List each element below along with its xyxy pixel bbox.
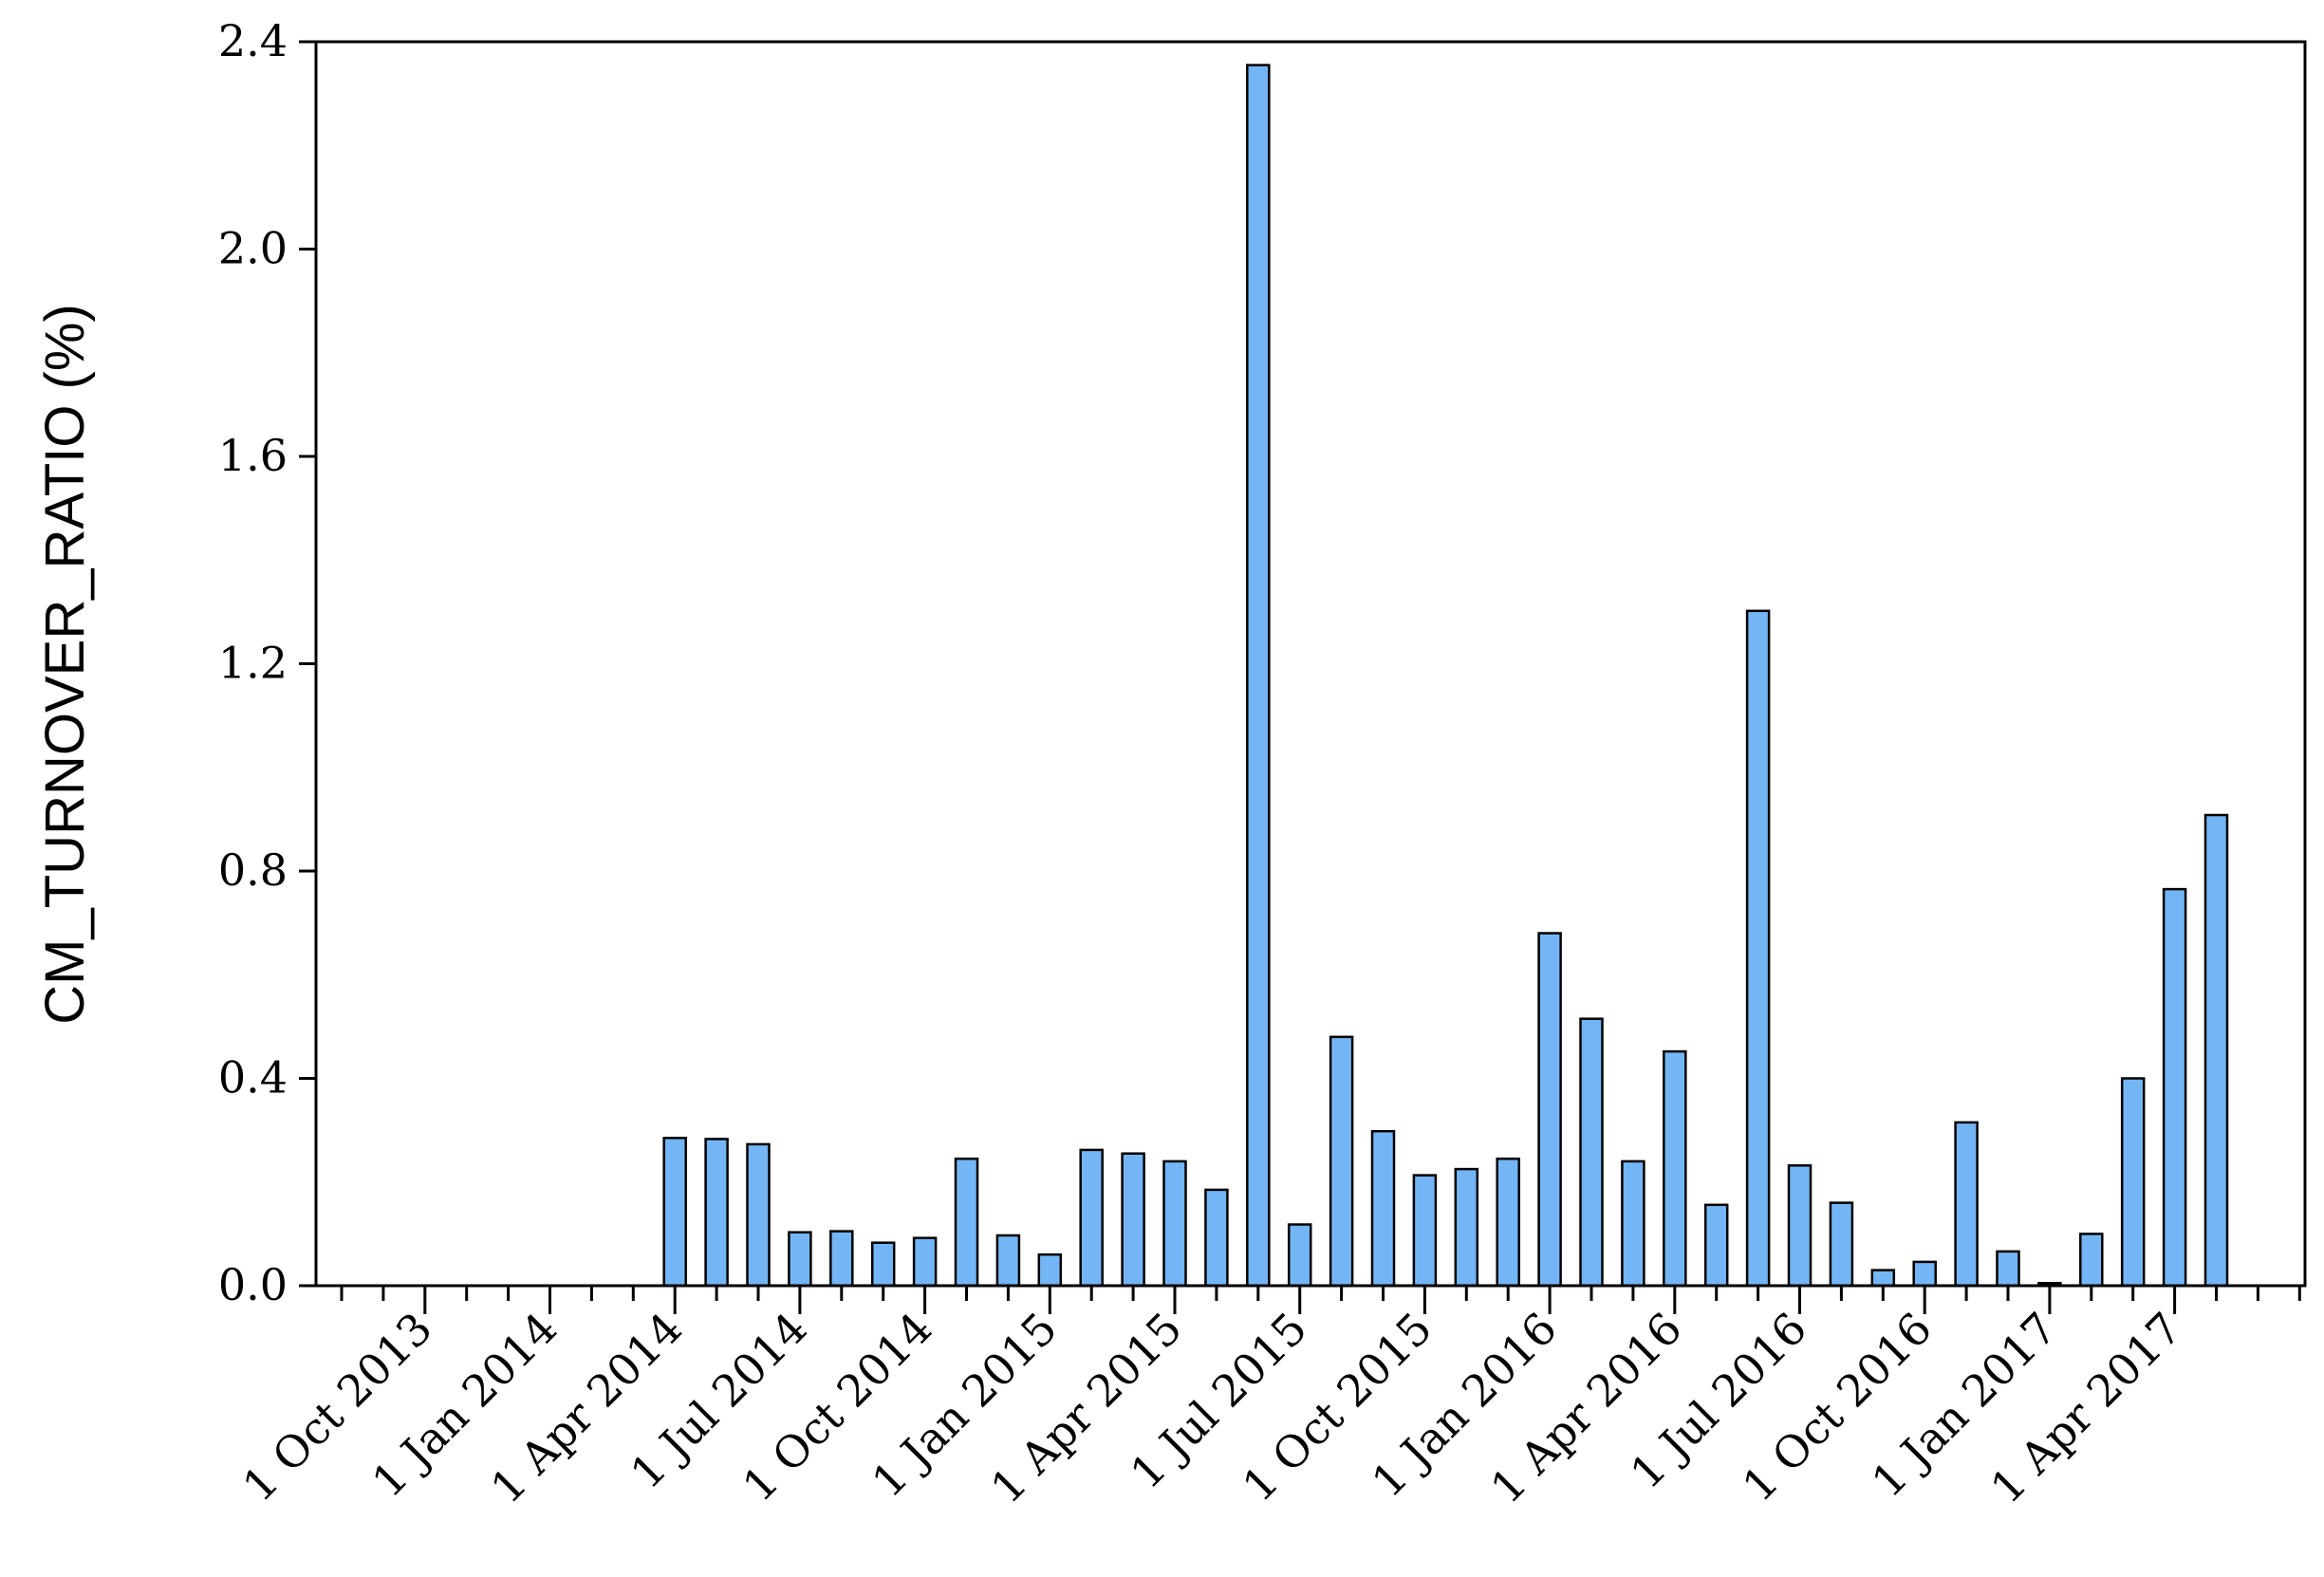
bar — [1496, 1157, 1520, 1288]
bar — [1829, 1201, 1854, 1288]
bar — [1329, 1035, 1354, 1288]
y-tick-label: 0.4 — [218, 1052, 288, 1104]
bar — [704, 1138, 729, 1288]
bar — [995, 1234, 1021, 1288]
bar — [1204, 1188, 1229, 1288]
bar — [1996, 1250, 2020, 1288]
y-axis: 0.0 0.4 0.8 1.2 1.6 2.0 2.4 — [218, 15, 316, 1310]
bar — [1287, 1223, 1312, 1288]
bar — [912, 1236, 938, 1288]
bar — [1663, 1049, 1687, 1288]
plot-frame — [314, 40, 2307, 1288]
bar — [829, 1230, 854, 1288]
bar — [788, 1231, 812, 1288]
bar — [1954, 1121, 1979, 1288]
bar — [2203, 813, 2229, 1288]
bar — [1246, 64, 1271, 1288]
bar — [1121, 1152, 1145, 1288]
bar — [1579, 1017, 1604, 1288]
bar — [1537, 932, 1562, 1288]
y-tick-label: 1.6 — [218, 430, 288, 481]
bar — [2162, 887, 2187, 1288]
bar — [1703, 1203, 1729, 1288]
bar — [1787, 1164, 1813, 1288]
y-tick-label: 2.0 — [218, 223, 288, 274]
y-tick-label: 2.4 — [218, 15, 288, 66]
y-axis-title: CM_TURNOVER_RATIO (%) — [34, 304, 96, 1024]
bar — [746, 1142, 771, 1288]
bar — [1745, 609, 1771, 1288]
bar — [870, 1241, 896, 1288]
bar — [1037, 1252, 1063, 1288]
y-tick-label: 0.0 — [218, 1259, 288, 1310]
bar — [1912, 1260, 1937, 1288]
bar — [2120, 1077, 2146, 1288]
bar — [1454, 1167, 1479, 1288]
bar — [1621, 1160, 1645, 1288]
bar — [1870, 1269, 1896, 1288]
bar — [954, 1157, 979, 1288]
y-tick-label: 0.8 — [218, 844, 288, 896]
bars-group — [662, 64, 2229, 1288]
bar — [1162, 1160, 1187, 1288]
bar — [2079, 1233, 2104, 1288]
y-tick-label: 1.2 — [218, 638, 288, 689]
bar — [1412, 1174, 1438, 1288]
bar — [662, 1137, 687, 1288]
bar — [1370, 1129, 1396, 1288]
bar — [1079, 1148, 1104, 1288]
